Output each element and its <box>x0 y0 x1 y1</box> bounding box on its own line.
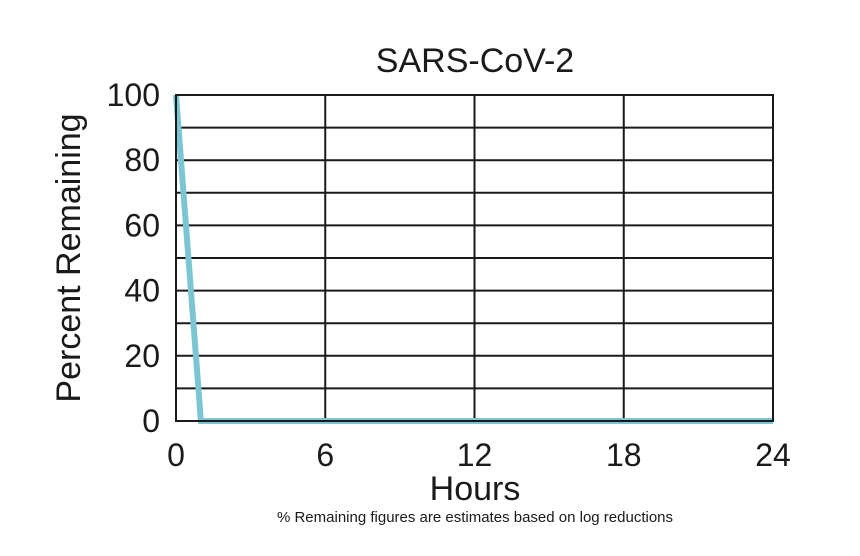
grid <box>176 95 773 421</box>
y-tick-label: 80 <box>124 142 160 178</box>
y-tick-label: 20 <box>124 338 160 374</box>
y-axis-label: Percent Remaining <box>50 113 88 402</box>
x-tick-labels: 0 6 12 18 24 <box>167 437 791 473</box>
x-tick-label: 12 <box>457 437 493 473</box>
y-tick-label: 60 <box>124 207 160 243</box>
x-axis-label: Hours <box>430 470 521 508</box>
footnote: % Remaining figures are estimates based … <box>277 509 673 526</box>
y-tick-label: 0 <box>142 403 160 439</box>
x-tick-label: 6 <box>316 437 334 473</box>
y-tick-labels: 0 20 40 60 80 100 <box>107 77 160 439</box>
plot-frame <box>175 94 774 422</box>
chart-title: SARS-CoV-2 <box>376 42 574 80</box>
y-tick-label: 40 <box>124 273 160 309</box>
y-tick-label: 100 <box>107 77 160 113</box>
x-tick-label: 18 <box>606 437 642 473</box>
x-tick-label: 24 <box>755 437 791 473</box>
x-tick-label: 0 <box>167 437 185 473</box>
